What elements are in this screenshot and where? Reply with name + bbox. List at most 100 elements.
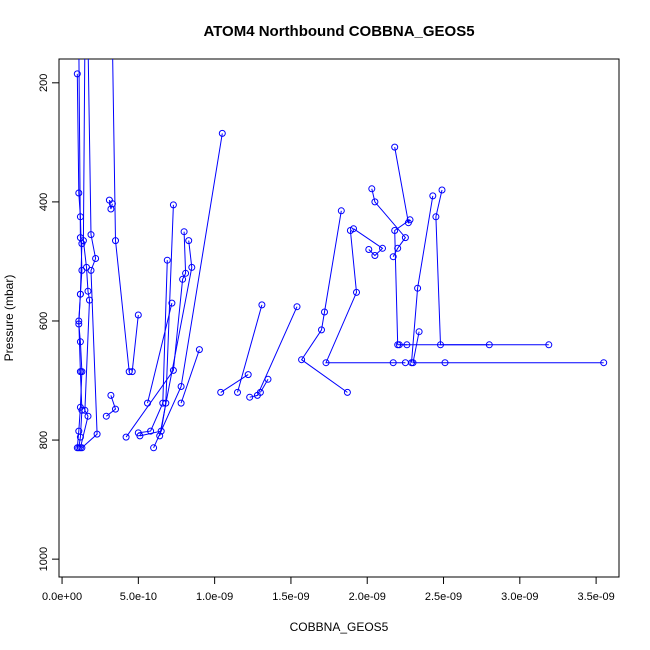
data-point (84, 412, 92, 420)
profile-trace (105, 196, 116, 213)
data-point (76, 290, 84, 298)
profile-line (125, 231, 187, 438)
data-point (368, 185, 376, 193)
data-point (244, 371, 252, 379)
profile-line (394, 147, 411, 346)
data-point (432, 213, 440, 221)
profile-line (79, 59, 91, 448)
data-point (322, 359, 330, 367)
y-tick-label: 600 (38, 312, 50, 330)
data-point (371, 198, 379, 206)
profile-trace (150, 129, 226, 452)
data-point (134, 429, 142, 437)
data-point (78, 444, 86, 452)
data-point (258, 301, 266, 309)
data-point (395, 341, 403, 349)
data-point (179, 275, 187, 283)
data-point (429, 192, 437, 200)
data-point (371, 252, 379, 259)
data-point (321, 308, 328, 316)
data-point (401, 234, 409, 242)
data-point (87, 231, 95, 239)
data-point (81, 406, 89, 414)
data-point (389, 253, 397, 261)
data-point (195, 346, 203, 354)
x-tick-label: 2.5e-09 (425, 591, 462, 603)
plot-frame (58, 58, 620, 578)
profile-trace (409, 328, 608, 367)
profile-line (159, 240, 193, 436)
data-point (438, 186, 446, 194)
x-axis: 0.0e+00 5.0e-10 1.0e-09 1.5e-09 2.0e-09 2.5e-… (42, 577, 615, 603)
data-point (389, 359, 397, 367)
data-point (108, 200, 116, 208)
data-point (169, 366, 177, 374)
profile-trace (78, 59, 101, 452)
data-point (134, 311, 142, 319)
x-tick-label: 3.0e-09 (501, 591, 538, 603)
profile-trace (102, 391, 119, 420)
data-point (112, 237, 119, 245)
data-point (79, 237, 87, 245)
data-point (234, 388, 241, 396)
data-point (75, 189, 83, 197)
profile-line (112, 59, 130, 372)
profile-line (435, 189, 490, 346)
profile-line (353, 228, 384, 257)
y-axis-label: Pressure (mbar) (2, 275, 16, 362)
x-tick-label: 1.0e-09 (196, 591, 233, 603)
data-point (84, 287, 92, 295)
profile-trace (234, 301, 266, 396)
y-tick-label: 400 (38, 193, 50, 211)
profile-trace (122, 228, 190, 441)
profile-line (411, 195, 434, 363)
data-point (391, 143, 399, 151)
profile-trace (391, 143, 414, 349)
data-point (182, 269, 190, 277)
profile-trace (136, 201, 177, 440)
chart-title: ATOM4 Northbound COBBNA_GEOS5 (203, 23, 474, 40)
data-point (337, 207, 345, 215)
data-point (414, 284, 422, 292)
profile-line (325, 230, 406, 364)
data-point (177, 383, 185, 390)
data-point (169, 201, 177, 209)
data-point (76, 338, 84, 346)
profile-trace (217, 371, 252, 396)
x-axis-label: COBBNA_GEOS5 (290, 620, 389, 634)
data-point (177, 399, 185, 407)
data-point (379, 244, 386, 252)
profile-trace (256, 375, 272, 396)
profile-line (220, 374, 249, 393)
data-point (350, 225, 357, 233)
profile-line (153, 133, 223, 449)
x-tick-label: 5.0e-10 (120, 591, 157, 603)
x-tick-label: 0.0e+00 (42, 591, 82, 603)
data-point (156, 432, 164, 440)
profile-trace (128, 311, 142, 376)
data-point (92, 255, 100, 262)
data-point (545, 341, 553, 349)
data-point (415, 328, 423, 336)
data-point (406, 216, 414, 224)
y-axis: 200 400 600 800 1000 (38, 74, 59, 571)
data-point (318, 326, 325, 334)
data-point (293, 303, 301, 311)
data-point (163, 256, 171, 264)
data-point (147, 427, 155, 435)
profile-trace (246, 303, 301, 401)
data-point (180, 228, 188, 236)
x-tick-label: 2.0e-09 (349, 591, 386, 603)
data-point (391, 227, 399, 234)
x-tick-label: 1.5e-09 (272, 591, 309, 603)
y-tick-label: 1000 (38, 547, 50, 571)
x-tick-label: 3.5e-09 (577, 591, 614, 603)
profile-line (147, 302, 173, 404)
data-point (256, 388, 264, 396)
profile-line (105, 395, 117, 417)
profile-line (138, 260, 168, 434)
profile-line (412, 331, 604, 364)
data-point (93, 430, 101, 438)
data-point (188, 263, 196, 271)
